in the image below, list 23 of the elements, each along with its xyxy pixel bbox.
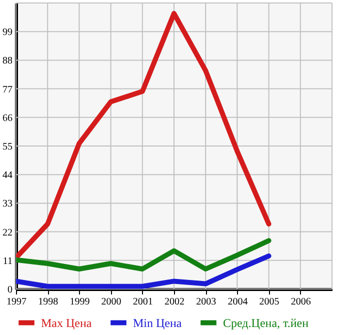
y-tick-label: 22 <box>2 227 12 238</box>
x-tick-label: 2003 <box>196 296 216 308</box>
legend-label: Max Цена <box>41 316 92 330</box>
y-tick-label: 99 <box>2 27 12 38</box>
x-tick-label: 2002 <box>164 296 184 308</box>
y-tick-label: 33 <box>2 198 12 210</box>
y-tick-label: 77 <box>2 84 12 96</box>
x-tick-label: 2005 <box>259 296 280 308</box>
y-tick-label: 44 <box>2 170 12 182</box>
x-tick-label: 2004 <box>228 296 248 308</box>
x-tick-label: 1999 <box>70 296 90 308</box>
x-tick-label: 2000 <box>101 296 122 308</box>
legend-label: Сред.Цена, т.йен <box>223 316 310 330</box>
y-tick-label: 66 <box>2 112 12 124</box>
y-tick-label: 11 <box>2 256 12 267</box>
x-tick-label: 1997 <box>6 296 26 308</box>
y-tick-label: 0 <box>8 284 12 296</box>
legend-label: Min Цена <box>133 316 182 330</box>
x-tick-label: 1998 <box>38 296 58 308</box>
y-tick-label: 55 <box>2 142 12 152</box>
y-tick-label: 88 <box>2 56 12 67</box>
x-tick-label: 2006 <box>290 296 311 308</box>
x-tick-label: 2001 <box>132 296 153 308</box>
